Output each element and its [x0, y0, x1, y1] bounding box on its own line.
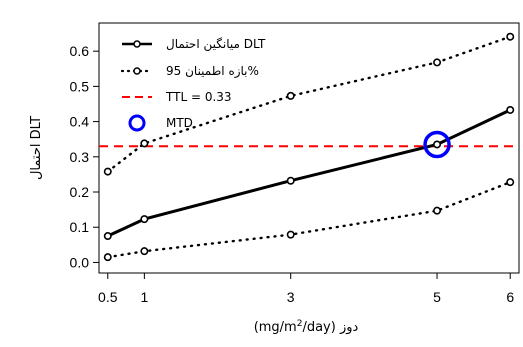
- x-axis-label-prefix: (mg/m: [254, 320, 297, 335]
- data-point-upper: [140, 139, 149, 148]
- legend-label: MTD: [166, 116, 193, 130]
- legend-label: بازه اطمینان 95%: [166, 64, 259, 79]
- legend-label: میانگین احتمال DLT: [166, 37, 266, 52]
- data-point-lower: [103, 253, 112, 262]
- y-axis: 0.0 0.1 0.2 0.3 0.4 0.5 0.6: [70, 43, 99, 270]
- x-tick-label: 3: [287, 289, 295, 305]
- data-point-upper: [103, 167, 112, 176]
- y-tick-label: 0.6: [70, 43, 90, 59]
- plot-frame: [98, 22, 520, 274]
- y-tick-label: 0.4: [70, 114, 90, 130]
- x-tick-label: 1: [140, 289, 148, 305]
- y-tick-label: 0.2: [70, 184, 90, 200]
- series-layer: [99, 32, 519, 262]
- x-axis-label-sup: 2: [297, 319, 303, 329]
- data-point-mean: [433, 140, 442, 149]
- legend-mtd-marker: [128, 114, 146, 132]
- data-point-lower: [506, 178, 515, 187]
- legend: میانگین احتمال DLT بازه اطمینان 95% TTL = …: [120, 37, 266, 132]
- data-point-mean: [286, 176, 295, 185]
- x-axis-label: (mg/m2/day) دوز: [254, 319, 359, 335]
- data-point-lower: [286, 230, 295, 239]
- data-point-upper: [286, 91, 295, 100]
- data-point-upper: [433, 58, 442, 67]
- x-axis-label-suffix: /day) دوز: [302, 320, 358, 335]
- data-point-lower: [433, 206, 442, 215]
- y-tick-label: 0.3: [70, 149, 90, 165]
- data-point-mean: [140, 215, 149, 224]
- y-tick-label: 0.5: [70, 78, 90, 94]
- series-line-upper: [106, 35, 512, 173]
- x-tick-label: 5: [433, 289, 441, 305]
- series-line-lower: [106, 180, 512, 259]
- data-point-mean: [103, 232, 112, 241]
- x-tick-label: 6: [506, 289, 514, 305]
- y-tick-label: 0.0: [70, 254, 90, 270]
- x-axis: 0.5 1 3 5 6: [98, 273, 514, 305]
- y-axis-label: احتمال DLT: [29, 116, 44, 180]
- data-point-mean: [506, 105, 515, 114]
- legend-label: TTL = 0.33: [165, 90, 232, 104]
- data-point-lower: [140, 247, 149, 256]
- mtd-marker: [423, 130, 451, 159]
- legend-marker: [133, 67, 141, 75]
- x-tick-label: 0.5: [98, 289, 118, 305]
- legend-marker: [133, 40, 141, 48]
- data-point-upper: [506, 32, 515, 41]
- y-tick-label: 0.1: [70, 219, 90, 235]
